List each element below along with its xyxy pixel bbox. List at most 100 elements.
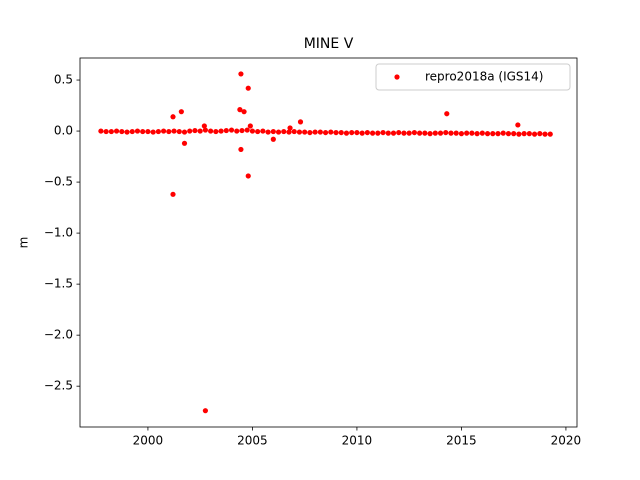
data-point [511, 131, 517, 137]
data-point [150, 129, 156, 135]
data-point [505, 131, 512, 137]
data-point [119, 128, 125, 135]
data-point [479, 130, 485, 136]
data-point [245, 85, 251, 91]
data-point [134, 128, 141, 134]
data-point [201, 123, 207, 129]
y-axis-label: m [17, 237, 31, 249]
data-point [448, 130, 454, 136]
data-point [380, 129, 386, 136]
data-point [238, 146, 244, 153]
data-point [234, 128, 240, 134]
data-point [181, 129, 188, 135]
data-point [385, 130, 391, 136]
data-point [270, 128, 276, 135]
data-point [396, 129, 402, 136]
data-point [140, 128, 146, 135]
y-tick-label: −1.0 [44, 226, 73, 240]
data-point [516, 131, 522, 137]
data-point [302, 129, 308, 135]
data-point [197, 128, 203, 134]
data-point [265, 129, 271, 135]
data-point [458, 131, 465, 137]
data-point [192, 127, 198, 134]
data-point [443, 129, 449, 136]
x-tick-label: 2000 [133, 434, 164, 448]
data-point [317, 129, 323, 135]
data-point [286, 129, 292, 135]
plot-frame [79, 57, 578, 428]
y-tick-label: 0.5 [54, 73, 73, 87]
data-point [338, 129, 344, 136]
data-point [427, 131, 433, 137]
data-point [181, 140, 188, 146]
y-tick-label: −2.5 [44, 379, 73, 393]
data-point [417, 130, 423, 136]
data-point [297, 119, 304, 125]
data-point [145, 128, 151, 135]
data-point [364, 129, 370, 136]
data-point [531, 131, 538, 137]
data-point [375, 130, 381, 136]
data-point [495, 131, 501, 137]
x-tick-label: 2015 [446, 434, 477, 448]
chart-title: MINE V [304, 36, 354, 52]
x-tick-label: 2010 [342, 434, 373, 448]
data-point [202, 127, 208, 133]
data-point [328, 129, 334, 135]
legend-label: repro2018a (IGS14) [425, 70, 543, 84]
data-point [521, 131, 527, 137]
data-point [171, 128, 177, 134]
y-tick-label: −2.0 [44, 328, 73, 342]
data-point [223, 127, 229, 134]
data-point [213, 128, 219, 135]
data-point [241, 109, 247, 115]
data-point [322, 129, 329, 136]
legend-marker [394, 74, 400, 80]
data-point [490, 131, 496, 137]
data-point [170, 114, 176, 120]
data-point [238, 71, 244, 77]
data-point [249, 128, 256, 134]
legend-box [375, 63, 571, 91]
data-point [312, 129, 318, 135]
data-point [307, 129, 313, 136]
data-point [176, 128, 182, 135]
data-point [390, 130, 397, 136]
data-point [155, 128, 161, 135]
data-point [108, 128, 114, 135]
data-point [275, 129, 282, 135]
data-point [218, 128, 224, 134]
data-point [474, 131, 480, 137]
data-point [166, 128, 172, 135]
data-point [453, 130, 459, 136]
x-tick-label: 2020 [551, 434, 582, 448]
y-tick-label: −1.5 [44, 277, 73, 291]
data-point [208, 128, 214, 134]
data-point [401, 130, 407, 136]
data-point [291, 128, 297, 135]
y-tick-label: 0.0 [54, 124, 73, 138]
data-point [515, 122, 521, 128]
data-point [343, 130, 350, 136]
data-point [432, 130, 438, 136]
data-point [437, 130, 444, 136]
data-point [422, 130, 428, 136]
data-point [160, 128, 167, 134]
data-point [547, 131, 553, 137]
y-tick-label: −0.5 [44, 175, 73, 189]
data-point [369, 130, 376, 136]
data-point [444, 111, 450, 117]
data-point [113, 128, 120, 134]
data-point [98, 128, 104, 134]
data-point [129, 128, 135, 135]
data-point [500, 130, 506, 136]
data-point [124, 129, 130, 135]
x-tick-label: 2005 [237, 434, 268, 448]
data-point [411, 129, 417, 136]
data-point [202, 408, 208, 414]
data-point [178, 109, 184, 115]
data-point [359, 130, 365, 136]
data-point [469, 130, 475, 136]
data-point [542, 131, 548, 137]
